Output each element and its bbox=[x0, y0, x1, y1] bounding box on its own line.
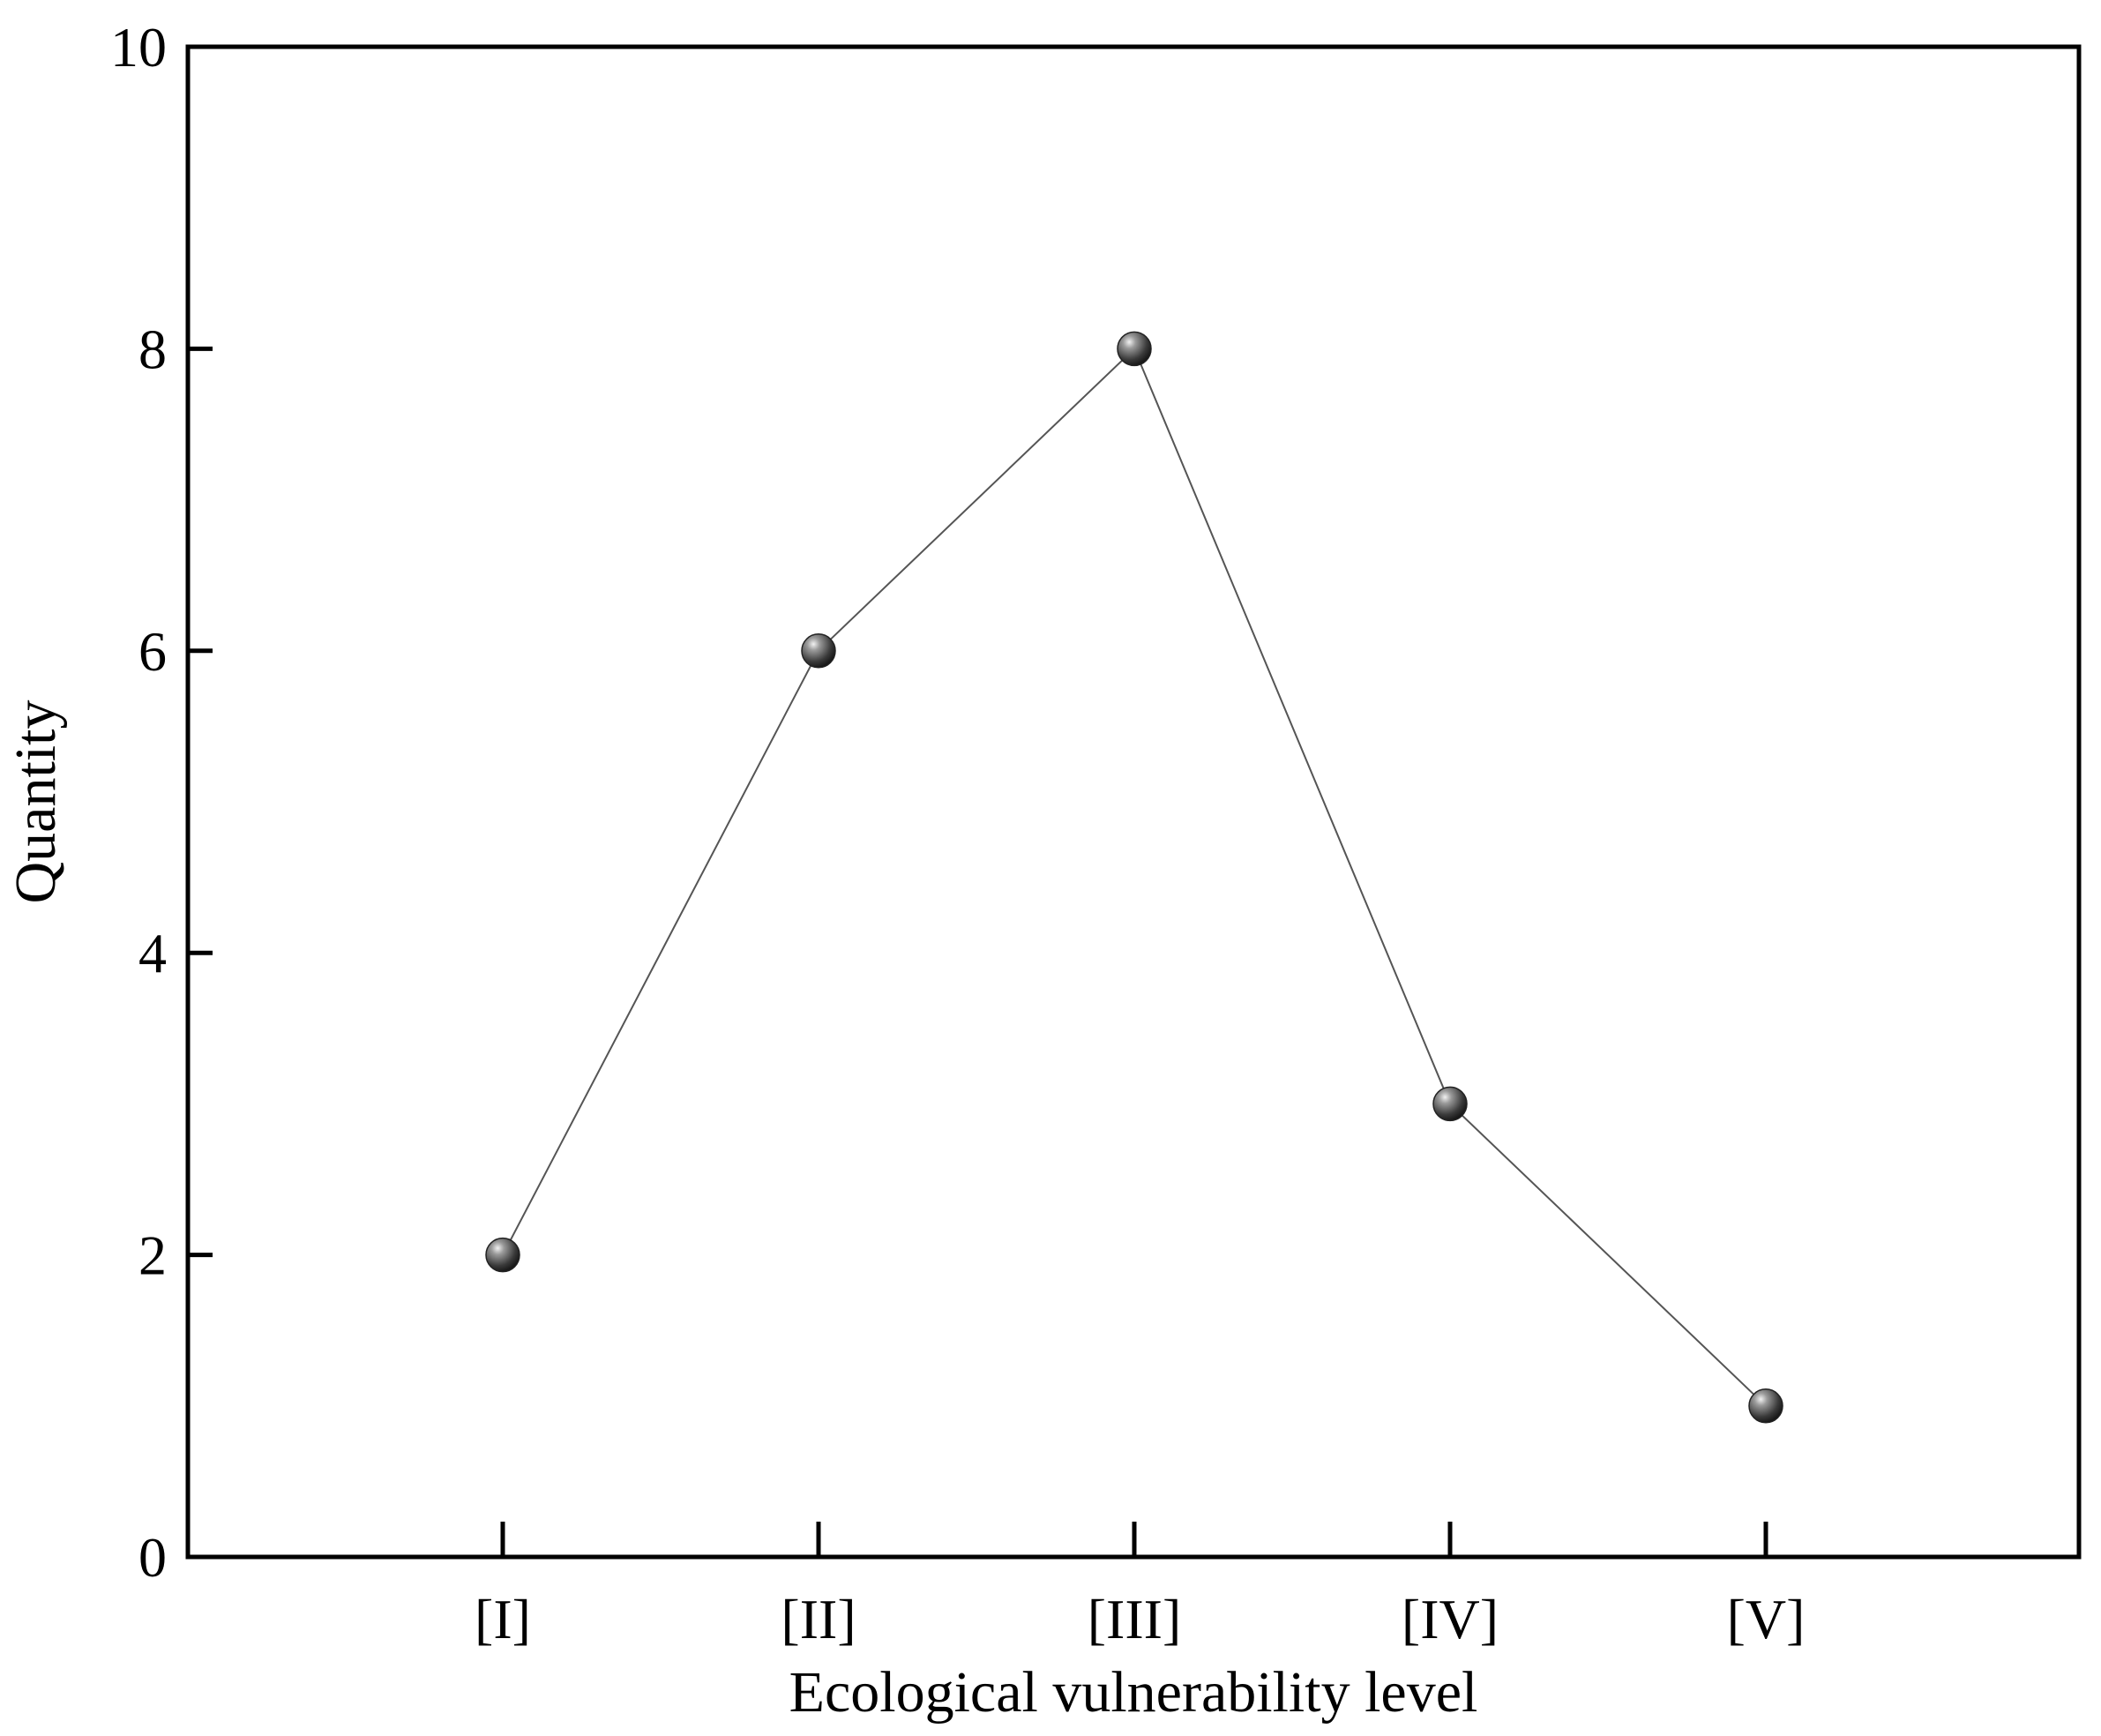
x-axis: [I] [II] [III] [IV] [V] bbox=[475, 1522, 1805, 1650]
data-point bbox=[485, 1237, 520, 1273]
data-point bbox=[1117, 331, 1152, 367]
y-tick-label: 4 bbox=[138, 922, 167, 984]
data-point bbox=[1432, 1086, 1468, 1122]
y-axis: 0 2 4 6 8 10 bbox=[110, 16, 213, 1589]
x-axis-title: Ecological vulnerability level bbox=[789, 1660, 1478, 1725]
y-tick-label: 2 bbox=[138, 1224, 167, 1287]
series-line bbox=[485, 331, 1783, 1424]
data-point bbox=[1748, 1388, 1783, 1424]
y-axis-title: Quantity bbox=[4, 700, 68, 904]
series-polyline bbox=[502, 347, 1767, 1407]
y-tick-label: 10 bbox=[110, 16, 167, 79]
x-tick-label: [I] bbox=[475, 1588, 531, 1650]
x-tick-label: [III] bbox=[1088, 1588, 1182, 1650]
x-tick-label: [IV] bbox=[1402, 1588, 1499, 1650]
x-tick-label: [V] bbox=[1727, 1588, 1806, 1650]
data-point bbox=[801, 633, 836, 669]
y-tick-label: 8 bbox=[138, 318, 167, 380]
y-tick-label: 6 bbox=[138, 620, 167, 683]
plot-frame bbox=[185, 44, 2082, 1560]
x-tick-label: [II] bbox=[781, 1588, 856, 1650]
y-tick-label: 0 bbox=[138, 1526, 167, 1589]
